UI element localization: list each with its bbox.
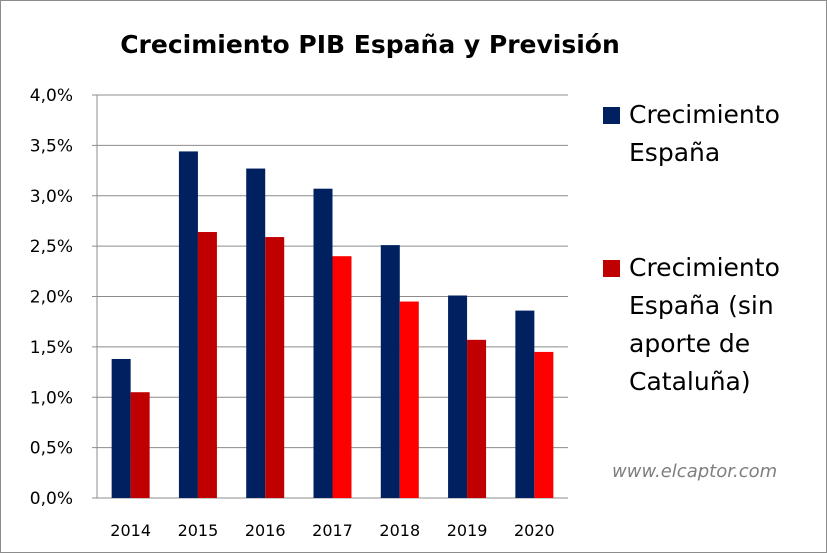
bar-crecimiento-sin-cataluna (534, 351, 554, 498)
watermark: www.elcaptor.com (612, 461, 778, 482)
legend-label-line: Crecimiento (629, 253, 780, 282)
x-tick-labels: 2014 2015 2016 2017 2018 2019 2020 (110, 521, 554, 540)
bar-crecimiento-espana (515, 310, 535, 498)
y-tick-label: 0,0% (30, 489, 73, 509)
legend-label-line: Cataluña) (629, 367, 751, 396)
y-tick-label: 2,5% (30, 237, 73, 257)
y-tick-label: 0,5% (30, 439, 73, 459)
x-tick-label: 2015 (178, 521, 219, 540)
legend-label-line: España (629, 138, 721, 167)
legend-swatch (603, 107, 620, 124)
legend-item-crecimiento-sin-cataluna: Crecimiento España (sin aporte de Catalu… (603, 249, 818, 401)
legend-label-line: Crecimiento (629, 100, 780, 129)
x-tick-label: 2018 (379, 521, 420, 540)
legend-swatch (603, 260, 620, 277)
bar-crecimiento-sin-cataluna (467, 339, 487, 498)
bar-crecimiento-espana (246, 168, 266, 499)
legend-label-line: aporte de (629, 329, 751, 358)
y-tick-labels: 0,0% 0,5% 1,0% 1,5% 2,0% 2,5% 3,0% 3,5% 4,0% (30, 86, 73, 509)
bar-crecimiento-espana (380, 245, 400, 498)
y-tick-label: 3,5% (30, 136, 73, 156)
bar-crecimiento-sin-cataluna (130, 392, 150, 498)
bar-crecimiento-espana (313, 188, 333, 498)
bar-crecimiento-espana (178, 151, 198, 499)
bar-crecimiento-sin-cataluna (399, 301, 419, 498)
bars (111, 151, 554, 499)
x-tick-label: 2019 (447, 521, 488, 540)
legend-item-crecimiento-espana: Crecimiento España (603, 96, 818, 172)
bar-crecimiento-sin-cataluna (265, 237, 285, 498)
chart-title: Crecimiento PIB España y Previsión (120, 30, 620, 59)
y-tick-label: 3,0% (30, 187, 73, 207)
bar-crecimiento-espana (448, 295, 468, 498)
y-tick-label: 1,0% (30, 388, 73, 408)
bar-crecimiento-sin-cataluna (332, 256, 352, 498)
bar-crecimiento-espana (111, 358, 131, 498)
y-tick-label: 4,0% (30, 86, 73, 106)
x-tick-label: 2014 (110, 521, 151, 540)
x-tick-label: 2017 (312, 521, 353, 540)
x-tick-label: 2016 (245, 521, 286, 540)
y-tick-label: 2,0% (30, 288, 73, 308)
bar-crecimiento-sin-cataluna (197, 232, 217, 498)
legend-label-line: España (sin (629, 291, 774, 320)
y-tick-label: 1,5% (30, 338, 73, 358)
x-tick-label: 2020 (514, 521, 555, 540)
